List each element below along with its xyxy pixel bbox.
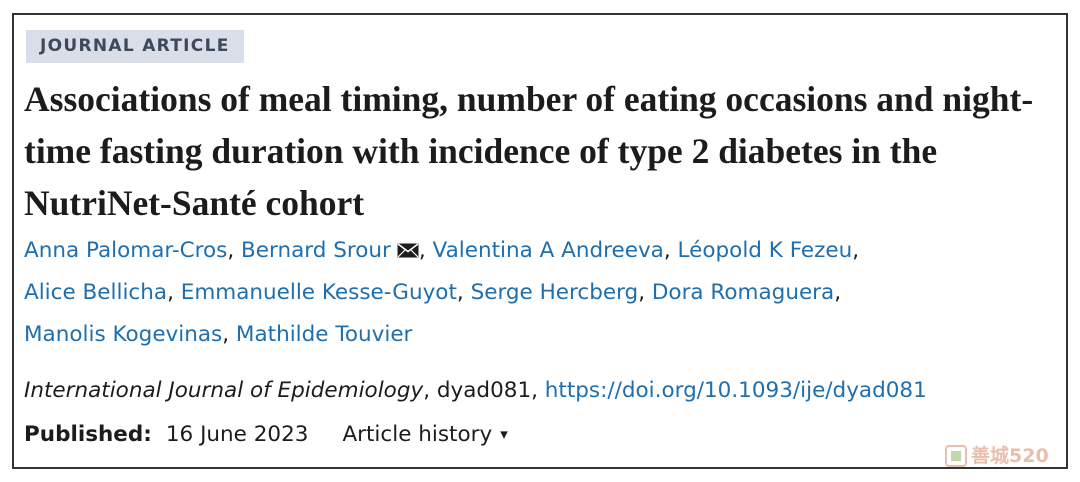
- author-link[interactable]: Manolis Kogevinas: [24, 322, 223, 347]
- author-separator: ,: [418, 238, 433, 263]
- author-link[interactable]: Serge Hercberg: [470, 280, 639, 305]
- watermark: 善城520: [945, 443, 1075, 469]
- watermark-logo-icon: [945, 445, 967, 467]
- author-list: Anna Palomar-Cros, Bernard Srour, Valent…: [24, 230, 1054, 356]
- author-link[interactable]: Dora Romaguera: [651, 280, 835, 305]
- author-link[interactable]: Mathilde Touvier: [235, 322, 413, 347]
- article-type-badge: JOURNAL ARTICLE: [26, 30, 244, 63]
- caret-down-icon: ▾: [500, 425, 508, 443]
- author-separator: ,: [852, 238, 860, 263]
- journal-name: International Journal of Epidemiology: [24, 378, 424, 403]
- article-history-label: Article history: [342, 422, 493, 447]
- published-date: 16 June 2023: [165, 422, 309, 447]
- citation-line: International Journal of Epidemiology, d…: [24, 375, 927, 407]
- author-separator: ,: [638, 280, 652, 305]
- article-card: JOURNAL ARTICLE Associations of meal tim…: [12, 13, 1068, 469]
- author-separator: ,: [663, 238, 678, 263]
- author-link[interactable]: Léopold K Fezeu: [677, 238, 853, 263]
- author-link[interactable]: Anna Palomar-Cros: [24, 238, 228, 263]
- author-separator: ,: [834, 280, 842, 305]
- author-link[interactable]: Alice Bellicha: [24, 280, 168, 305]
- author-link[interactable]: Bernard Srour: [241, 238, 391, 263]
- author-separator: ,: [167, 280, 181, 305]
- author-separator: ,: [456, 280, 471, 305]
- article-id: , dyad081,: [423, 378, 545, 403]
- article-title: Associations of meal timing, number of e…: [24, 79, 1034, 223]
- author-separator: ,: [227, 238, 242, 263]
- watermark-text: 善城520: [971, 445, 1049, 467]
- doi-link[interactable]: https://doi.org/10.1093/ije/dyad081: [544, 378, 927, 403]
- author-link[interactable]: Emmanuelle Kesse-Guyot: [180, 280, 457, 305]
- publication-info: Published: 16 June 2023 Article history ▾: [24, 417, 508, 452]
- author-link[interactable]: Valentina A Andreeva: [432, 238, 664, 263]
- author-separator: ,: [222, 322, 236, 347]
- article-history-toggle[interactable]: Article history ▾: [342, 422, 507, 447]
- envelope-icon[interactable]: [397, 243, 419, 258]
- published-label: Published:: [24, 422, 152, 447]
